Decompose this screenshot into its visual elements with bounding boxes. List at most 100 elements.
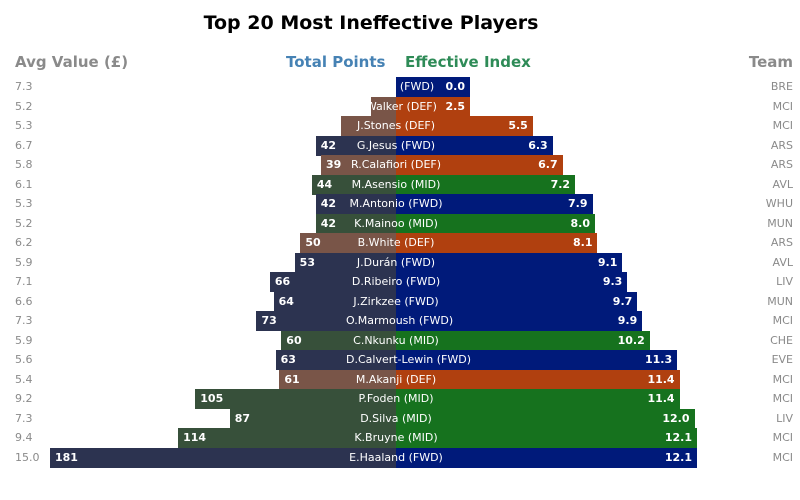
points-bar <box>269 272 396 292</box>
player-name: J.Zirkzee (FWD) <box>353 294 439 308</box>
points-bar <box>50 447 396 468</box>
team-label: ARS <box>770 138 793 152</box>
effective-bar <box>396 77 470 97</box>
team-label: BRE <box>770 80 793 93</box>
effective-value-label: 7.9 <box>568 197 588 210</box>
player-name: K.Walker (DEF) <box>355 99 437 113</box>
avg-value-label: 9.2 <box>15 392 33 405</box>
avg-value-header: Avg Value (£) <box>15 53 129 71</box>
points-value-label: 64 <box>278 294 294 308</box>
avg-value-label: 5.2 <box>15 99 33 113</box>
player-row: 7.3 0 0.0 I.Toney (FWD) BRE <box>0 77 800 97</box>
player-row: 5.6 63 11.3 D.Calvert-Lewin (FWD) EVE <box>0 350 800 370</box>
points-value-label: 39 <box>326 158 342 171</box>
player-row: 5.2 13 2.5 K.Walker (DEF) MCI <box>0 96 800 117</box>
points-bar <box>195 389 396 409</box>
player-name: C.Nkunku (MID) <box>353 333 439 347</box>
team-label: ARS <box>770 236 793 249</box>
avg-value-label: 7.3 <box>15 314 33 327</box>
player-row: 5.2 42 8.0 K.Mainoo (MID) MUN <box>0 213 800 234</box>
effective-bar <box>396 447 697 468</box>
team-label: ARS <box>770 158 793 171</box>
team-label: AVL <box>772 177 793 191</box>
points-value-label: 0 <box>326 80 334 93</box>
team-label: LIV <box>776 411 793 425</box>
effective-bar <box>396 389 680 409</box>
avg-value-label: 5.9 <box>15 255 33 269</box>
effective-value-label: 0.0 <box>445 80 466 93</box>
effective-value-label: 11.4 <box>647 392 675 405</box>
effective-value-label: 10.2 <box>617 333 645 347</box>
effective-bar <box>396 174 576 195</box>
points-bar <box>275 350 396 370</box>
effective-value-label: 8.0 <box>570 216 591 230</box>
player-row: 15.0 181 12.1 E.Haaland (FWD) MCI <box>0 447 800 468</box>
player-name: G.Jesus (FWD) <box>356 138 436 152</box>
points-value-label: 53 <box>299 255 315 269</box>
team-label: LIV <box>776 275 793 288</box>
effective-bar <box>396 272 628 292</box>
effective-bar <box>396 213 595 234</box>
effective-bar <box>396 350 678 370</box>
effective-bar <box>396 194 593 214</box>
effective-bar <box>396 116 533 136</box>
avg-value-label: 7.3 <box>15 80 33 93</box>
effective-value-label: 9.7 <box>612 294 633 308</box>
points-bar <box>371 96 396 117</box>
effective-value-label: 6.7 <box>538 158 558 171</box>
avg-value-label: 5.3 <box>15 119 33 132</box>
team-label: MUN <box>767 216 793 230</box>
player-row: 6.2 50 8.1 B.White (DEF) ARS <box>0 233 800 253</box>
avg-value-label: 5.8 <box>15 158 33 171</box>
player-row: 7.3 73 9.9 O.Marmoush (FWD) MCI <box>0 311 800 331</box>
points-bar <box>229 408 396 429</box>
points-bar <box>300 233 396 253</box>
effective-value-label: 9.1 <box>597 255 618 269</box>
points-bar <box>294 252 396 273</box>
points-value-label: 105 <box>200 392 224 405</box>
points-bar <box>315 135 396 156</box>
player-name: M.Antonio (FWD) <box>349 197 443 210</box>
team-label: MCI <box>772 450 793 464</box>
effective-value-label: 6.3 <box>528 138 548 152</box>
effective-bar <box>396 311 643 331</box>
team-label: CHE <box>770 333 793 347</box>
points-value-label: 73 <box>261 314 277 327</box>
effective-value-label: 12.1 <box>664 431 692 444</box>
effective-bar <box>396 155 563 175</box>
player-row: 5.3 29 5.5 J.Stones (DEF) MCI <box>0 116 800 136</box>
player-row: 6.1 44 7.2 M.Asensio (MID) AVL <box>0 174 800 195</box>
points-bar <box>315 194 396 214</box>
avg-value-label: 15.0 <box>15 450 40 464</box>
player-name: J.Stones (DEF) <box>356 119 436 132</box>
points-value-label: 13 <box>326 99 342 113</box>
chart-title: Top 20 Most Ineffective Players <box>203 12 539 34</box>
player-row: 7.1 66 9.3 D.Ribeiro (FWD) LIV <box>0 272 800 292</box>
effective-value-label: 11.4 <box>647 372 675 386</box>
avg-value-label: 9.4 <box>15 431 33 444</box>
player-name: B.White (DEF) <box>357 236 435 249</box>
points-value-label: 181 <box>55 450 78 464</box>
player-row: 9.4 114 12.1 K.Bruyne (MID) MCI <box>0 428 800 448</box>
points-bar <box>321 155 396 175</box>
points-value-label: 42 <box>320 216 337 230</box>
points-bar <box>281 330 396 351</box>
points-bar <box>311 174 396 195</box>
points-value-label: 60 <box>286 333 302 347</box>
points-bar <box>273 291 396 312</box>
points-value-label: 66 <box>274 275 291 288</box>
avg-value-label: 6.2 <box>15 236 33 249</box>
player-row: 5.9 53 9.1 J.Durán (FWD) AVL <box>0 252 800 273</box>
avg-value-label: 5.2 <box>15 216 33 230</box>
team-label: AVL <box>772 255 793 269</box>
team-label: MUN <box>767 294 793 308</box>
team-label: MCI <box>772 372 793 386</box>
points-bar <box>340 116 396 136</box>
player-name: M.Akanji (DEF) <box>355 372 437 386</box>
points-value-label: 61 <box>284 372 300 386</box>
effective-bar <box>396 428 697 448</box>
player-name: I.Toney (FWD) <box>357 80 435 93</box>
avg-value-label: 7.3 <box>15 411 33 425</box>
player-name: D.Calvert-Lewin (FWD) <box>346 353 472 366</box>
effective-bar <box>396 233 598 253</box>
